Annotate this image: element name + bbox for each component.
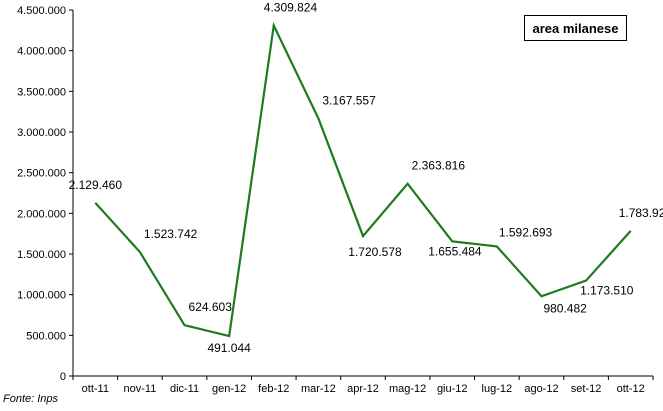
x-tick-label: ott-11 bbox=[82, 383, 109, 395]
y-tick-label: 3.000.000 bbox=[17, 127, 66, 139]
y-tick-label: 0 bbox=[60, 371, 66, 383]
data-label: 1.655.484 bbox=[428, 244, 482, 258]
series-line bbox=[94, 21, 632, 338]
x-tick-labels: ott-11 nov-11 dic-11 gen-12 feb-12 mar-12 apr-… bbox=[82, 383, 645, 395]
y-tick-label: 500.000 bbox=[26, 330, 66, 342]
data-labels: 2.129.460 1.523.742 624.603 491.044 4.309.82… bbox=[69, 0, 663, 355]
data-label: 4.309.824 bbox=[264, 0, 318, 14]
data-label: 624.603 bbox=[189, 300, 233, 314]
data-label: 2.363.816 bbox=[412, 159, 466, 173]
legend-label: area milanese bbox=[532, 20, 619, 36]
y-tick-labels: 0 500.000 1.000.000 1.500.000 2.000.000 2.500… bbox=[17, 5, 66, 383]
y-tick-label: 2.500.000 bbox=[17, 168, 66, 180]
y-tick-label: 4.500.000 bbox=[17, 5, 66, 17]
y-tick-label: 4.000.000 bbox=[17, 46, 66, 58]
x-tick-label: dic-11 bbox=[170, 383, 199, 395]
data-label: 491.044 bbox=[207, 341, 251, 355]
x-tick-label: mag-12 bbox=[389, 383, 426, 395]
data-label: 2.129.460 bbox=[69, 178, 123, 192]
y-tick-label: 1.500.000 bbox=[17, 249, 66, 261]
x-tick-label: lug-12 bbox=[482, 383, 513, 395]
series-layer bbox=[94, 21, 632, 338]
x-tick-label: feb-12 bbox=[258, 383, 289, 395]
data-label: 3.167.557 bbox=[322, 93, 376, 107]
y-tick-label: 3.500.000 bbox=[17, 86, 66, 98]
x-tick-label: ott-12 bbox=[617, 383, 645, 395]
data-label: 1.523.742 bbox=[144, 227, 198, 241]
x-tick-label: giu-12 bbox=[437, 383, 468, 395]
x-tick-label: gen-12 bbox=[212, 383, 246, 395]
y-tick-label: 1.000.000 bbox=[17, 290, 66, 302]
legend-box: area milanese bbox=[524, 15, 627, 41]
x-tick-label: mar-12 bbox=[301, 383, 336, 395]
source-note: Fonte: Inps bbox=[3, 393, 59, 405]
x-tick-label: set-12 bbox=[571, 383, 602, 395]
data-label: 1.783.926 bbox=[619, 206, 663, 220]
y-tick-label: 2.000.000 bbox=[17, 208, 66, 220]
chart-axes bbox=[69, 9, 654, 380]
x-tick-label: apr-12 bbox=[347, 383, 379, 395]
x-tick-label: nov-11 bbox=[124, 383, 157, 395]
data-label: 1.720.578 bbox=[348, 245, 402, 259]
data-label: 1.592.693 bbox=[499, 225, 553, 239]
x-tick-label: ago-12 bbox=[524, 383, 558, 395]
data-label: 1.173.510 bbox=[580, 284, 634, 298]
data-label: 980.482 bbox=[543, 301, 587, 315]
